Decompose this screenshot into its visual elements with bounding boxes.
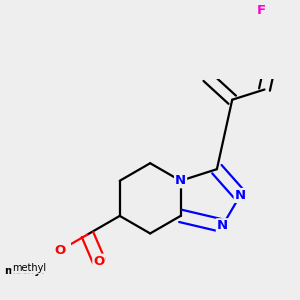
Text: N: N xyxy=(175,174,186,187)
Text: N: N xyxy=(235,189,246,202)
Text: N: N xyxy=(217,219,228,232)
Text: O: O xyxy=(54,244,65,257)
Text: O: O xyxy=(93,255,105,268)
Text: methyl: methyl xyxy=(12,263,46,273)
Text: methyl: methyl xyxy=(4,266,45,276)
Text: F: F xyxy=(257,4,266,17)
